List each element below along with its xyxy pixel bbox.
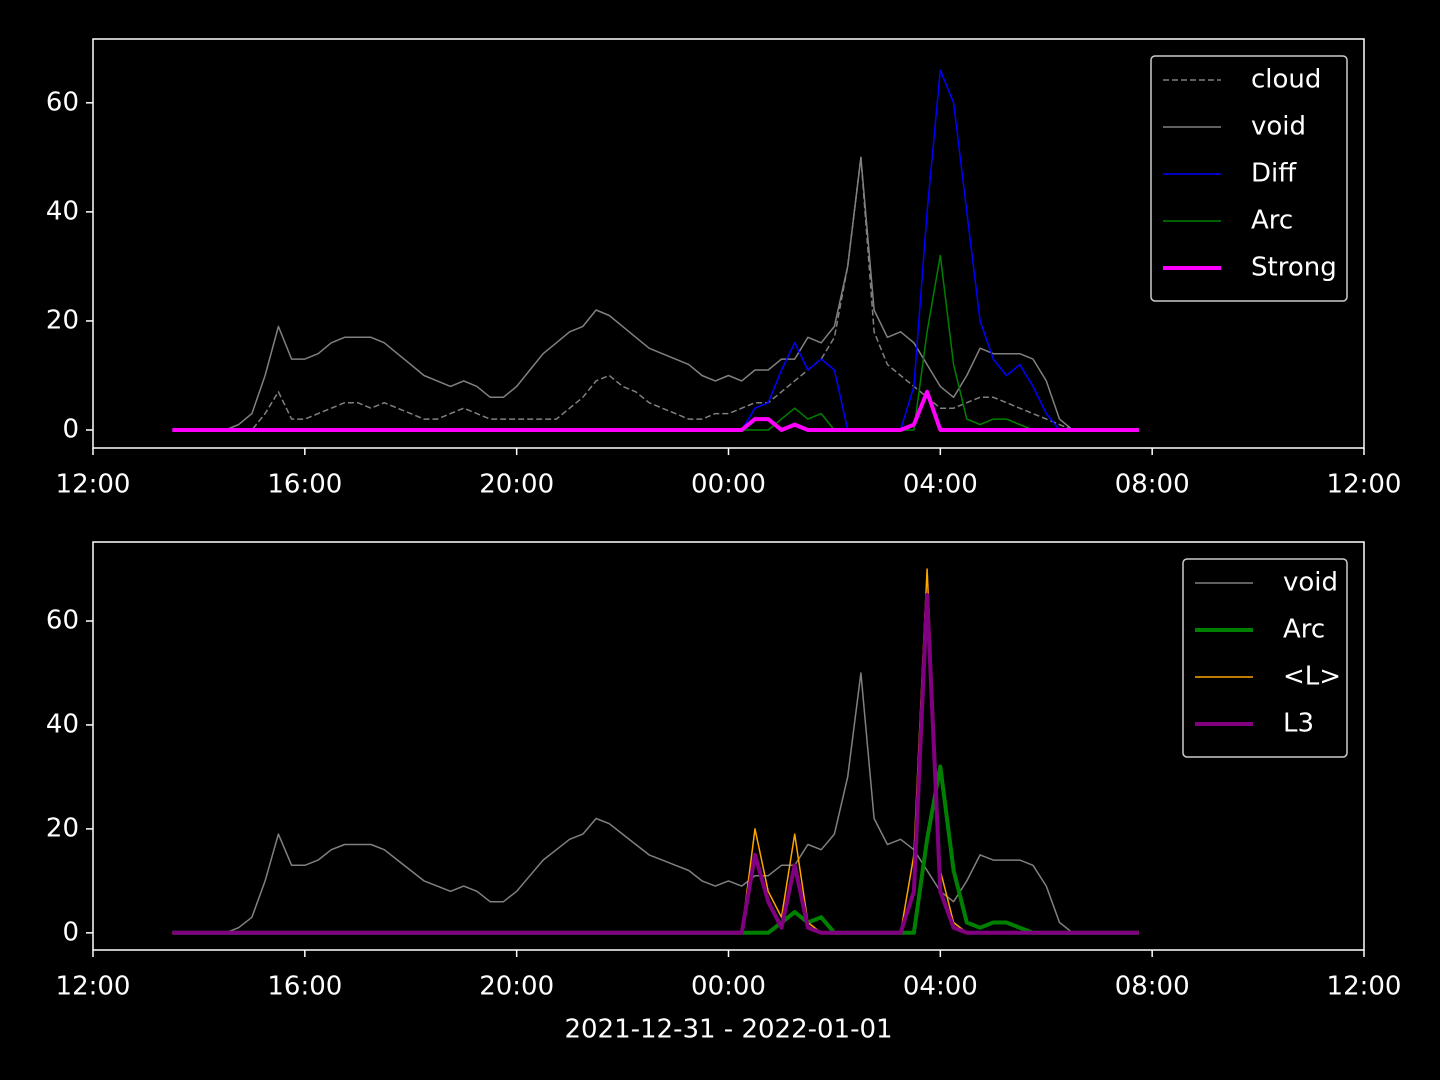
legend-label: Arc [1251, 206, 1293, 236]
series-line [172, 389, 1139, 432]
x-tick-label: 12:00 [56, 470, 131, 500]
x-tick-label: 00:00 [691, 470, 766, 500]
series-line [172, 254, 1139, 431]
x-tick-label: 00:00 [691, 972, 766, 1002]
series-line [172, 69, 1139, 431]
y-tick-label: 40 [46, 709, 79, 739]
axes-frame [92, 38, 1365, 449]
x-tick-label: 20:00 [479, 470, 554, 500]
x-tick-label: 16:00 [267, 972, 342, 1002]
legend-label: cloud [1251, 65, 1321, 95]
x-tick-label: 16:00 [267, 470, 342, 500]
x-tick-label: 20:00 [479, 972, 554, 1002]
legend-box [1150, 55, 1348, 302]
y-tick-label: 40 [46, 196, 79, 226]
x-tick-label: 04:00 [903, 972, 978, 1002]
y-tick-label: 20 [46, 813, 79, 843]
y-tick-label: 60 [46, 606, 79, 636]
legend-label: L3 [1283, 709, 1314, 739]
series-line [172, 593, 1139, 935]
series-line [172, 568, 1139, 934]
series-line [172, 156, 1139, 431]
y-tick-label: 60 [46, 87, 79, 117]
x-tick-label: 08:00 [1115, 470, 1190, 500]
x-tick-label: 12:00 [1327, 972, 1402, 1002]
series-line [172, 764, 1139, 935]
legend-label: <L> [1283, 662, 1341, 692]
axes-frame [92, 541, 1365, 951]
y-tick-label: 0 [62, 415, 79, 445]
legend-label: Strong [1251, 253, 1337, 283]
y-tick-label: 20 [46, 305, 79, 335]
legend-label: Diff [1251, 159, 1297, 189]
y-tick-label: 0 [62, 917, 79, 947]
series-line [172, 672, 1139, 934]
legend-box [1182, 558, 1348, 758]
legend-label: void [1251, 112, 1306, 142]
x-tick-label: 08:00 [1115, 972, 1190, 1002]
x-tick-label: 04:00 [903, 470, 978, 500]
x-axis-label: 2021-12-31 - 2022-01-01 [564, 1015, 892, 1045]
legend-label: void [1283, 568, 1338, 598]
legend-label: Arc [1283, 615, 1325, 645]
series-line [172, 156, 1139, 431]
x-tick-label: 12:00 [1327, 470, 1402, 500]
x-tick-label: 12:00 [56, 972, 131, 1002]
